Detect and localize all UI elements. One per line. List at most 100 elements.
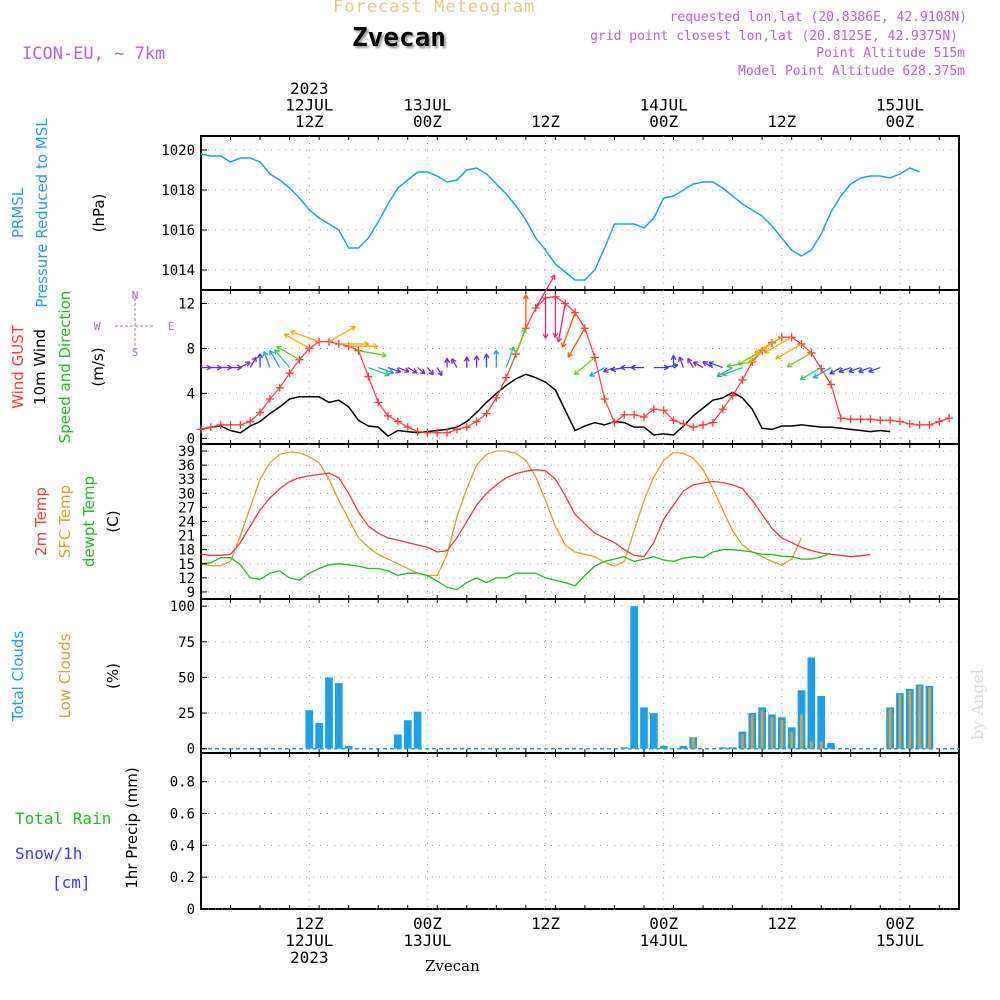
wind-direction-arrow	[407, 366, 418, 374]
ytick-label-temp: 9	[187, 585, 195, 601]
time-label-bottom: 2023	[290, 948, 329, 967]
wind-direction-arrow	[290, 330, 320, 343]
wind-direction-arrowhead	[269, 349, 275, 356]
wind-direction-arrow	[687, 358, 694, 368]
wind-gust-marker	[669, 416, 678, 425]
wind-gust-marker	[925, 420, 934, 429]
wind-direction-arrow	[748, 342, 773, 363]
wind-gust-marker	[639, 413, 648, 422]
wind-gust-marker	[364, 372, 373, 381]
low-cloud-bar	[750, 714, 754, 749]
wind-gust-marker	[462, 423, 471, 432]
wind-direction-arrowhead	[257, 353, 264, 359]
time-label-bottom: 12Z	[295, 914, 324, 933]
low-cloud-bar	[760, 710, 764, 749]
wind-direction-arrow	[515, 328, 527, 355]
wind-direction-arrowhead	[678, 356, 684, 362]
ytick-label-temp: 30	[178, 486, 195, 502]
ytick-label-temp: 33	[178, 472, 195, 488]
total-cloud-bar	[394, 734, 402, 749]
panel-frame-pressure	[200, 135, 960, 291]
time-label-top: 14JUL	[640, 96, 688, 115]
wind-gust-marker	[275, 383, 284, 392]
low-cloud-bar	[809, 741, 813, 749]
ytick-label-temp: 15	[178, 557, 195, 573]
wind-direction-arrow	[693, 361, 704, 369]
wind-gust-marker	[905, 419, 914, 428]
ytick-label-pressure: 1018	[161, 183, 195, 199]
wind-gust-marker	[206, 423, 215, 432]
wind-direction-arrowhead	[708, 361, 714, 367]
wind-direction-arrowhead	[716, 371, 723, 378]
wind-direction-arrow	[249, 356, 257, 368]
wind-gust-marker	[610, 418, 619, 427]
panel-label-wind: Wind GUST	[9, 324, 27, 409]
time-label-top: 13JUL	[403, 96, 451, 115]
time-label-bottom: 00Z	[413, 914, 442, 933]
wind-gust-marker	[866, 415, 875, 424]
ytick-label-precip: 0.6	[170, 806, 195, 822]
wind-direction-arrow	[328, 325, 356, 343]
wind-direction-arrowhead	[437, 370, 443, 377]
wind-direction-arrowhead	[473, 355, 480, 361]
wind-direction-arrowhead	[858, 367, 864, 374]
ytick-label-precip: 0.2	[170, 870, 195, 886]
time-label-top: 12Z	[531, 112, 560, 131]
wind-direction-arrow	[387, 366, 401, 373]
precip-axis-label: 1hr Precip (mm)	[123, 767, 141, 888]
wind-gust-marker	[236, 420, 245, 429]
wind-gust-marker	[797, 339, 806, 348]
wind-direction-arrowhead	[404, 367, 410, 374]
panel-label-pressure: Pressure Reduced to MSL	[33, 118, 51, 308]
wind-direction-arrowhead	[522, 294, 529, 300]
time-label-bottom: 13JUL	[403, 931, 451, 950]
wind-gust-marker	[393, 417, 402, 426]
wind-gust-marker	[620, 410, 629, 419]
wind-gust-marker	[807, 348, 816, 357]
total-cloud-bar	[334, 683, 343, 749]
wind-direction-arrowhead	[702, 361, 708, 367]
point-altitude: Point Altitude 515m	[816, 46, 965, 61]
wind-gust-marker	[492, 393, 501, 402]
precip-label-rain: Total Rain	[15, 809, 111, 828]
ytick-label-clouds: 50	[178, 670, 195, 686]
wind-gust-marker	[846, 415, 855, 424]
wind-direction-arrowhead	[350, 325, 356, 332]
ytick-label-precip: 0.4	[170, 838, 195, 854]
wind-direction-arrow	[263, 351, 271, 368]
wind-direction-arrowhead	[419, 368, 426, 375]
temp-2m-line	[200, 469, 871, 558]
wind-gust-marker	[876, 416, 885, 425]
wind-direction-arrowhead	[556, 337, 563, 343]
wind-gust-marker	[265, 395, 274, 404]
wind-direction-arrow	[775, 343, 802, 360]
wind-direction-arrow	[868, 366, 881, 373]
time-label-top: 2023	[290, 79, 329, 98]
wind-direction-arrowhead	[493, 349, 500, 355]
compass-e: E	[168, 320, 175, 333]
wind-gust-marker	[728, 391, 737, 400]
total-cloud-bar	[649, 713, 658, 749]
wind-direction-arrow	[848, 366, 861, 373]
wind-gust-marker	[443, 428, 452, 437]
wind-direction-arrow	[589, 366, 605, 377]
low-cloud-bar	[780, 720, 784, 749]
ytick-label-temp: 36	[178, 458, 195, 474]
model-name: ICON-EU, ~ 7km	[22, 44, 166, 64]
panel-label-clouds: Low Clouds	[56, 633, 74, 718]
panel-label-clouds: (%)	[104, 663, 122, 689]
low-cloud-bar	[691, 737, 695, 749]
wind-direction-arrow	[426, 367, 434, 376]
wind-direction-arrow	[678, 356, 684, 368]
wind-direction-arrowhead	[610, 366, 616, 373]
wind-direction-arrowhead	[838, 367, 845, 374]
pressure-line	[200, 153, 920, 281]
wind-direction-arrowhead	[748, 357, 754, 363]
ytick-label-precip: 0.8	[170, 775, 195, 791]
compass-w: W	[94, 320, 101, 333]
wind-direction-arrow	[276, 346, 300, 361]
station-name: Zvecan	[352, 23, 446, 53]
wind-direction-arrowhead	[692, 361, 699, 367]
ytick-label-pressure: 1016	[161, 223, 195, 239]
requested-location: requested lon,lat (20.8386E, 42.9108N)	[669, 10, 967, 25]
